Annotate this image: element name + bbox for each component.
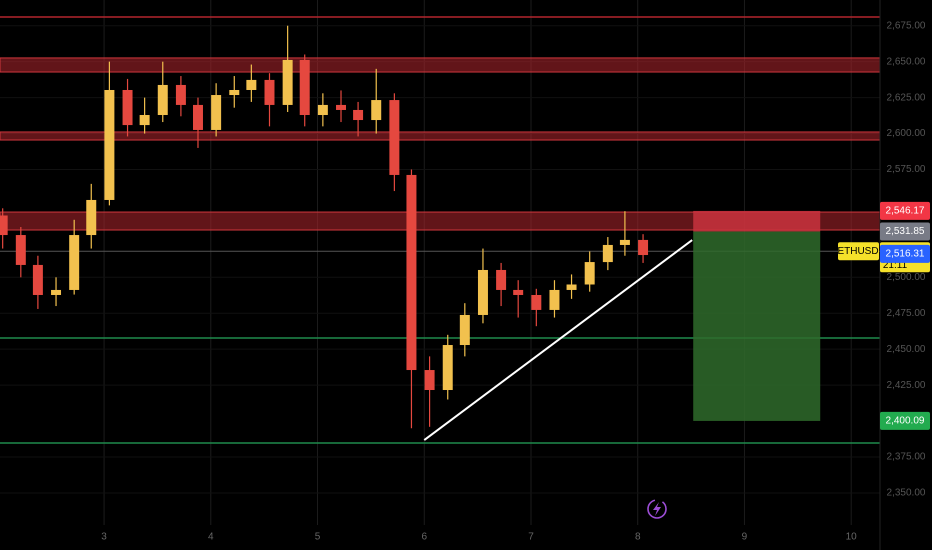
candle-body [549, 289, 560, 310]
price-label: 2,531.85 [886, 226, 925, 237]
candle-body [317, 104, 328, 116]
candle-body [531, 294, 542, 310]
candle-body [157, 84, 168, 116]
resistance-zone [0, 131, 881, 141]
axes: 3 4 5 6 7 8 9 10 2,675.00 2,650.00 2,625.00 2,600.0… [101, 20, 930, 543]
candles [0, 25, 649, 429]
x-tick-label: 7 [528, 532, 534, 543]
y-tick-label: 2,375.00 [887, 452, 926, 463]
price-label-box [880, 244, 930, 263]
x-tick-label: 5 [315, 532, 321, 543]
candle-body [211, 95, 222, 130]
x-tick-label: 8 [635, 532, 641, 543]
candle-body [86, 199, 97, 236]
candle-body [192, 104, 203, 130]
resistance-zone [0, 57, 881, 73]
price-label: 2,546.17 [886, 206, 925, 217]
x-tick-label: 4 [208, 532, 214, 543]
candle-body [0, 215, 8, 236]
candle-body [638, 239, 649, 256]
candle-body [442, 345, 453, 391]
candle-body [264, 79, 275, 105]
target-zone [693, 231, 821, 421]
candle-body [175, 84, 186, 105]
x-tick-label: 9 [742, 532, 748, 543]
candle-body [389, 100, 400, 175]
candle-body [69, 235, 80, 290]
y-tick-label: 2,500.00 [887, 272, 926, 283]
x-tick-label: 6 [421, 532, 427, 543]
y-tick-label: 2,625.00 [887, 92, 926, 103]
y-tick-label: 2,425.00 [887, 380, 926, 391]
overlays [423, 210, 821, 441]
candle-body [51, 289, 62, 295]
candle-body [104, 89, 115, 200]
symbol-tag-box [838, 242, 879, 261]
x-tick-label: 3 [101, 532, 107, 543]
candle-body [139, 115, 150, 126]
stop-zone [693, 210, 821, 232]
candle-body [602, 244, 613, 263]
price-label-box [880, 201, 930, 220]
candle-body [299, 59, 310, 116]
symbol-tag: ETHUSD [837, 246, 878, 257]
candle-body [122, 89, 133, 126]
candle-body [15, 235, 26, 265]
candle-body [32, 264, 43, 295]
y-tick-label: 2,675.00 [887, 20, 926, 31]
countdown: 21:11 [883, 260, 908, 271]
candle-body [246, 79, 257, 90]
y-tick-label: 2,475.00 [887, 308, 926, 319]
replay-icon[interactable] [647, 499, 667, 519]
y-tick-label: 2,600.00 [887, 128, 926, 139]
y-tick-label: 2,650.00 [887, 56, 926, 67]
price-label: 2,516.31 [886, 249, 925, 260]
candle-body [459, 314, 470, 346]
candle-body [424, 370, 435, 391]
price-label-box [880, 222, 930, 241]
y-tick-label: 2,575.00 [887, 164, 926, 175]
candle-body [353, 109, 364, 121]
candle-body [336, 104, 346, 110]
x-tick-label: 10 [846, 532, 858, 543]
candle-body [584, 262, 595, 285]
trendline [423, 239, 693, 441]
candle-body [619, 239, 630, 245]
price-label-box [880, 411, 930, 430]
candle-body [477, 269, 488, 315]
icon-bolt [653, 502, 661, 516]
y-tick-label: 2,450.00 [887, 344, 926, 355]
y-tick-label: 2,350.00 [887, 488, 926, 499]
candle-body [371, 100, 382, 121]
candle-body [566, 284, 577, 290]
price-label: 2,400.09 [886, 416, 925, 427]
candle-body [282, 59, 293, 105]
candle-body [496, 269, 507, 290]
candle-body [513, 289, 524, 295]
icon-ring [647, 499, 667, 519]
candle-body [406, 174, 417, 371]
candle-body [229, 89, 240, 96]
